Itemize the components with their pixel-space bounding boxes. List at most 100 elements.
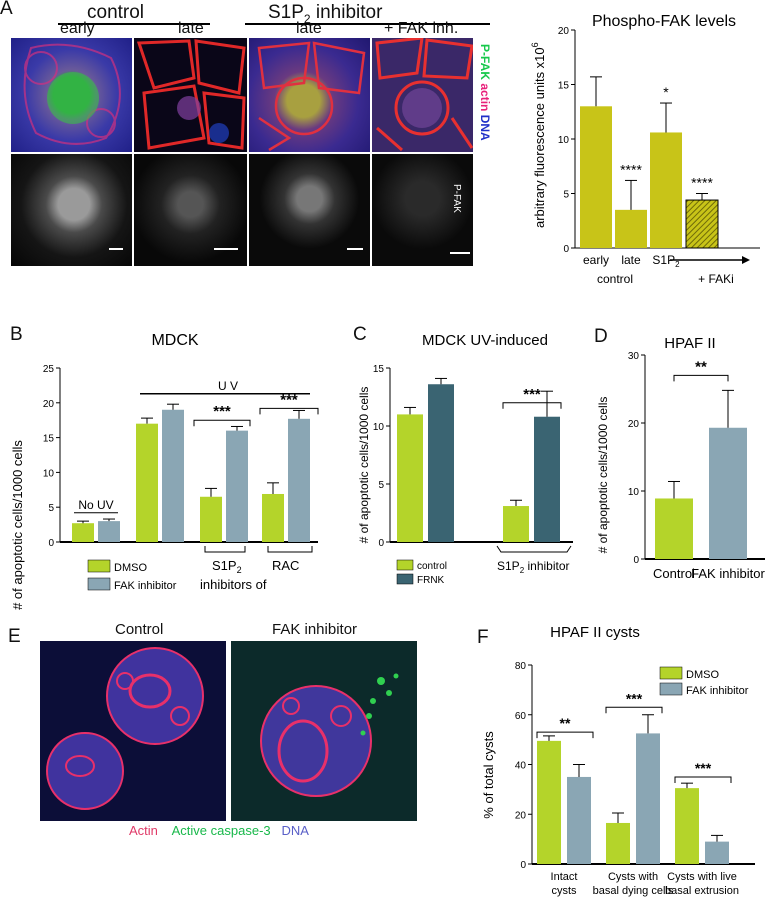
a-group-label-faki: + FAKi xyxy=(698,272,734,286)
a-bar-1 xyxy=(615,209,647,248)
f-bar-fak xyxy=(705,841,729,864)
chart-d-title: HPAF II xyxy=(664,335,715,352)
a-x-tick-label: late xyxy=(621,253,641,267)
stain-legend: P-FAK actin DNA xyxy=(478,44,492,141)
b-bar-fak xyxy=(162,409,184,542)
col-label-early: early xyxy=(60,20,95,37)
panel-label-d: D xyxy=(594,326,608,347)
chart-mdck: MDCK # of apoptotic cells/1000 cells 0 5 1… xyxy=(10,332,319,610)
chart-hpaf: HPAF II # of apoptotic cells/1000 cells … xyxy=(596,335,766,581)
c-legend-frnk: FRNK xyxy=(417,575,445,586)
a-x-tick-text: S1P xyxy=(652,253,675,267)
chart-f-ylabel: % of total cysts xyxy=(481,731,496,819)
d-x-tick-label: FAK inhibitor xyxy=(691,566,765,581)
b-y-tick-label: 25 xyxy=(43,364,55,375)
b-bar-dmso xyxy=(262,493,284,542)
a-x-tick-label: S1P2 xyxy=(652,253,680,269)
c-y-tick-label: 10 xyxy=(373,422,385,433)
micrograph-merge-inhibitor xyxy=(249,38,370,152)
a-x-tick-label: early xyxy=(583,253,609,267)
c-bar-control xyxy=(397,414,423,542)
d-x-tick-label: Control xyxy=(653,566,695,581)
scale-bar xyxy=(109,248,123,250)
f-sig-bracket xyxy=(605,706,663,714)
f-bar-dmso xyxy=(675,788,699,864)
e-col-label-control: Control xyxy=(115,621,164,638)
c-sig-bracket xyxy=(502,402,562,409)
f-x-tick-label: Cysts with xyxy=(608,871,658,883)
b-rac-label: RAC xyxy=(272,558,299,573)
panel-label-c: C xyxy=(353,324,367,345)
b-bar-fak xyxy=(288,418,310,542)
a-y-tick-label: 0 xyxy=(563,244,569,255)
b-s1p-bracket xyxy=(204,546,246,553)
chart-f-title: HPAF II cysts xyxy=(550,624,640,641)
a-bar-3 xyxy=(685,199,719,249)
a-x-tick-text: late xyxy=(621,253,641,267)
b-no-uv-label: No UV xyxy=(78,498,113,512)
chart-c-ylabel: # of apoptotic cells/1000 cells xyxy=(357,387,371,544)
control-header-rule xyxy=(58,23,210,25)
chart-phospho-fak: Phospho-FAK levels arbitrary fluorescenc… xyxy=(530,13,760,286)
panel-label-a: A xyxy=(0,0,13,19)
c-group-text: S1P xyxy=(497,559,520,573)
micrograph-cyst-fak-inhibitor xyxy=(231,641,417,821)
chart-b-title: MDCK xyxy=(151,332,198,349)
b-bar-dmso xyxy=(136,423,158,542)
c-y-tick-label: 15 xyxy=(373,364,385,375)
chart-c-title: MDCK UV-induced xyxy=(422,332,548,349)
micrograph-merge-late xyxy=(134,38,247,152)
chart-mdck-uv: MDCK UV-induced # of apoptotic cells/100… xyxy=(357,332,573,586)
b-uv-label: U V xyxy=(218,379,238,393)
b-sig-label: *** xyxy=(280,391,298,408)
col-label-late-inhibitor: late xyxy=(296,20,322,37)
a-x-tick-text: early xyxy=(583,253,609,267)
c-group-rest: inhibitor xyxy=(524,559,569,573)
f-y-tick-label: 0 xyxy=(520,860,526,871)
c-group-sub: 2 xyxy=(520,566,525,575)
f-sig-bracket xyxy=(674,776,732,783)
c-bar-frnk xyxy=(428,384,454,542)
f-y-tick-label: 20 xyxy=(515,810,527,821)
a-significance: * xyxy=(663,84,669,100)
d-sig-label: ** xyxy=(695,358,707,375)
e-col-label-fak: FAK inhibitor xyxy=(272,621,358,638)
d-y-tick-label: 30 xyxy=(628,351,640,362)
b-y-tick-label: 0 xyxy=(48,538,54,549)
f-legend-dmso: DMSO xyxy=(686,669,719,681)
f-sig-label: *** xyxy=(626,690,643,706)
b-sig-label: *** xyxy=(213,403,231,420)
c-bar-control xyxy=(503,506,529,542)
b-bar-fak xyxy=(226,430,248,542)
inhibitor-header: S1P2 inhibitor xyxy=(268,2,383,26)
d-bar-0 xyxy=(655,498,693,559)
a-y-tick-label: 15 xyxy=(558,81,570,92)
scale-bar xyxy=(347,248,363,250)
chart-a-ylabel: arbitrary fluorescence units x106 xyxy=(530,42,547,228)
chart-a-title: Phospho-FAK levels xyxy=(592,13,736,30)
b-legend-swatch-fak xyxy=(87,577,111,591)
b-legend-dmso: DMSO xyxy=(114,562,147,574)
a-x-tick-sub: 2 xyxy=(675,260,680,269)
e-stain-legend: Actin Active caspase-3 DNA xyxy=(129,823,309,838)
b-sig-bracket xyxy=(193,419,251,427)
f-bar-dmso xyxy=(537,740,561,864)
c-legend-swatch-control xyxy=(396,559,414,571)
bottom-row-label: P-FAK xyxy=(451,184,462,213)
col-label-late: late xyxy=(178,20,204,37)
a-group-label-control: control xyxy=(597,272,633,286)
f-y-tick-label: 40 xyxy=(515,761,527,772)
a-y-tick-label: 5 xyxy=(563,190,569,201)
b-y-tick-label: 10 xyxy=(43,468,55,479)
micrograph-merge-fak-inh xyxy=(372,38,473,152)
f-x-tick-label: basal dying cells xyxy=(593,885,674,897)
inhibitor-header-rule xyxy=(245,23,490,25)
c-group-bracket xyxy=(496,545,572,553)
f-y-tick-label: 60 xyxy=(515,711,527,722)
b-legend-swatch-dmso xyxy=(87,559,111,573)
b-rac-bracket xyxy=(267,546,313,553)
c-legend-control: control xyxy=(417,561,447,572)
f-x-tick-label: basal extrusion xyxy=(665,885,739,897)
d-y-tick-label: 10 xyxy=(628,487,640,498)
a-y-tick-label: 20 xyxy=(558,26,570,37)
